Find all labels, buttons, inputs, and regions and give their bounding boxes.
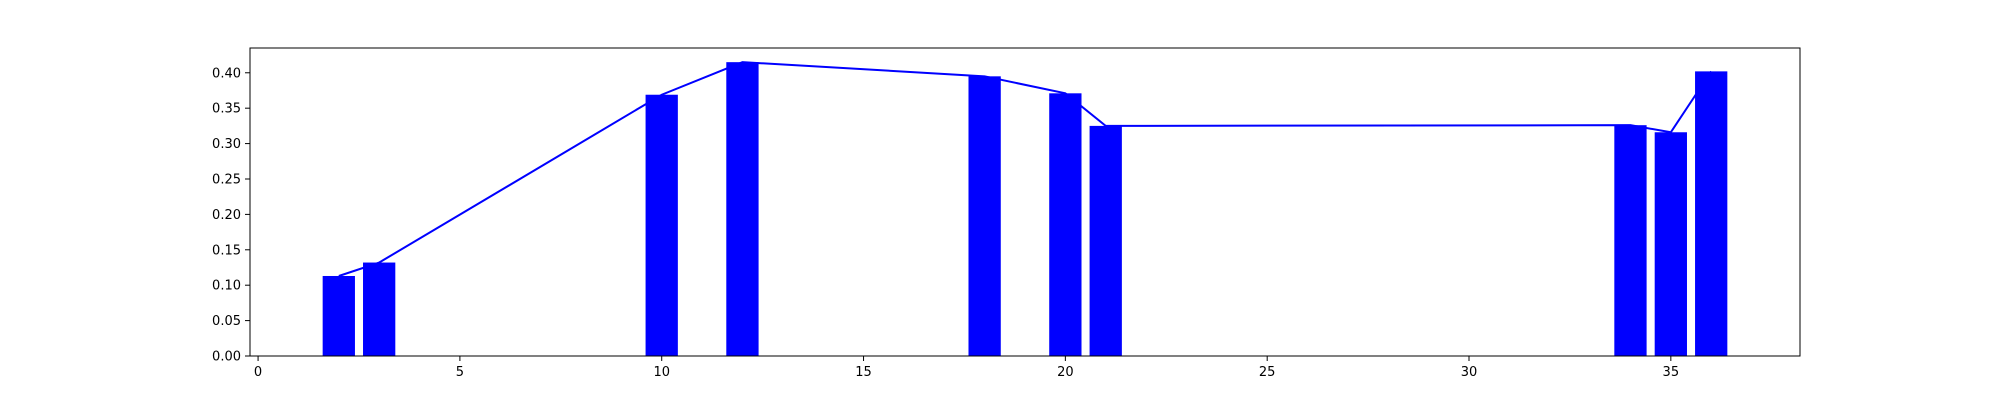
- bar-8: [1614, 125, 1647, 357]
- bar-1: [322, 275, 355, 356]
- bar-7: [1089, 125, 1122, 356]
- y-tick-label: 0.00: [212, 350, 241, 365]
- x-tick-label: 25: [1259, 365, 1276, 380]
- y-tick-label: 0.05: [212, 314, 241, 329]
- x-tick-label: 0: [254, 365, 262, 380]
- x-tick-label: 35: [1663, 365, 1680, 380]
- y-tick-label: 0.15: [212, 243, 241, 258]
- y-tick-label: 0.30: [212, 137, 241, 152]
- plot-area-background: [250, 48, 1800, 356]
- trend-line: [338, 61, 1713, 277]
- bar-5: [968, 76, 1001, 356]
- y-tick-label: 0.10: [212, 279, 241, 294]
- x-tick-label: 10: [653, 365, 670, 380]
- y-tick-label: 0.25: [212, 172, 241, 187]
- bar-series: [322, 62, 1728, 357]
- x-tick-label: 30: [1461, 365, 1478, 380]
- x-tick-label: 15: [855, 365, 872, 380]
- bar-4: [726, 62, 759, 356]
- y-tick-label: 0.35: [212, 102, 241, 117]
- bar-2: [363, 262, 396, 356]
- plot-frame: [249, 47, 1801, 357]
- x-tick-label: 5: [456, 365, 464, 380]
- bar-3: [645, 94, 678, 356]
- bar-6: [1049, 93, 1082, 356]
- bar-10: [1695, 71, 1728, 357]
- y-tick-label: 0.20: [212, 208, 241, 223]
- y-tick-label: 0.40: [212, 66, 241, 81]
- x-axis: 0 5 10 15 20 25 30 35: [254, 356, 1679, 380]
- x-tick-label: 20: [1057, 365, 1074, 380]
- y-axis: 0.00 0.05 0.10 0.15 0.20 0.25 0.30 0.35 0.40: [212, 66, 250, 365]
- bar-9: [1654, 132, 1687, 356]
